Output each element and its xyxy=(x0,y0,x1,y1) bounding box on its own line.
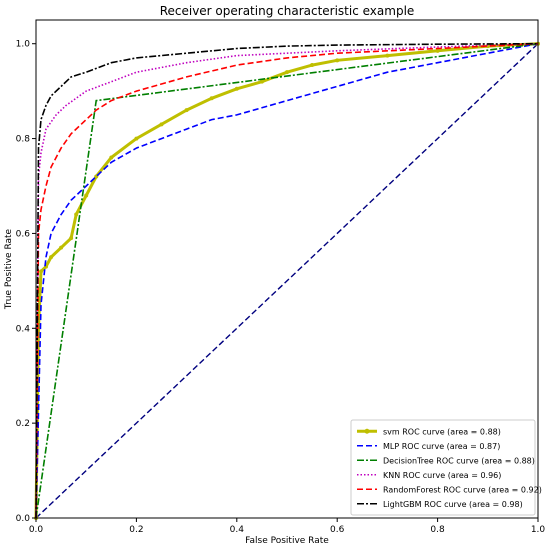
plot-frame xyxy=(35,19,539,519)
plot-area xyxy=(34,41,540,520)
legend-label-5: LightGBM ROC curve (area = 0.98) xyxy=(383,500,523,509)
y-tick-label-5: 1.0 xyxy=(16,40,31,50)
y-tick-label-1: 0.2 xyxy=(16,419,30,429)
x-tick-label-5: 1.0 xyxy=(531,525,546,535)
series-point-0-18 xyxy=(310,63,315,68)
diagonal-reference-line xyxy=(35,43,539,519)
y-tick-label-3: 0.6 xyxy=(16,229,31,239)
x-axis-ticks: 0.0 0.2 0.4 0.6 0.8 1.0 xyxy=(29,518,546,535)
series-point-0-21 xyxy=(435,48,440,53)
x-tick-label-4: 0.8 xyxy=(430,525,445,535)
y-axis-label: True Positive Rate xyxy=(4,228,14,310)
x-tick-label-2: 0.4 xyxy=(230,525,245,535)
x-tick-label-3: 0.6 xyxy=(330,525,345,535)
series-point-0-20 xyxy=(385,53,390,58)
series-point-0-8 xyxy=(84,193,89,198)
y-axis-ticks: 0.0 0.2 0.4 0.6 0.8 1.0 xyxy=(16,40,36,524)
series-point-0-2 xyxy=(39,269,44,274)
x-axis-label: False Positive Rate xyxy=(245,536,329,546)
series-point-0-19 xyxy=(335,58,340,63)
series-line-4 xyxy=(35,42,539,519)
y-tick-label-4: 0.8 xyxy=(16,135,31,145)
chart-title: Receiver operating characteristic exampl… xyxy=(160,4,415,18)
series-point-0-6 xyxy=(69,236,74,241)
series-point-0-14 xyxy=(209,96,214,101)
series-point-0-16 xyxy=(259,79,264,84)
series-point-0-7 xyxy=(74,212,79,217)
legend-box xyxy=(350,419,536,516)
legend-label-4: RandomForest ROC curve (area = 0.92) xyxy=(383,485,542,494)
series-point-0-13 xyxy=(184,108,189,113)
legend-marker-0 xyxy=(364,428,370,434)
series-line-3 xyxy=(35,42,539,519)
x-tick-label-0: 0.0 xyxy=(29,525,44,535)
series-point-0-12 xyxy=(159,122,164,127)
series-point-0-17 xyxy=(285,70,289,75)
y-tick-label-2: 0.4 xyxy=(16,324,31,334)
series-point-0-11 xyxy=(134,136,139,141)
legend-label-3: KNN ROC curve (area = 0.96) xyxy=(383,471,501,480)
x-tick-label-1: 0.2 xyxy=(129,525,143,535)
series-point-0-4 xyxy=(49,255,54,260)
legend-label-1: MLP ROC curve (area = 0.87) xyxy=(383,442,500,451)
legend-label-0: svm ROC curve (area = 0.88) xyxy=(383,427,501,436)
series-point-0-5 xyxy=(59,245,64,250)
series-line-2 xyxy=(35,42,539,519)
legend-label-2: DecisionTree ROC curve (area = 0.88) xyxy=(383,456,535,465)
series-line-5 xyxy=(35,42,539,519)
series-line-1 xyxy=(35,42,539,519)
series-point-0-15 xyxy=(234,86,239,91)
y-tick-label-0: 0.0 xyxy=(16,514,31,524)
legend: svm ROC curve (area = 0.88) MLP ROC curve… xyxy=(350,419,542,516)
series-point-0-10 xyxy=(109,155,114,160)
